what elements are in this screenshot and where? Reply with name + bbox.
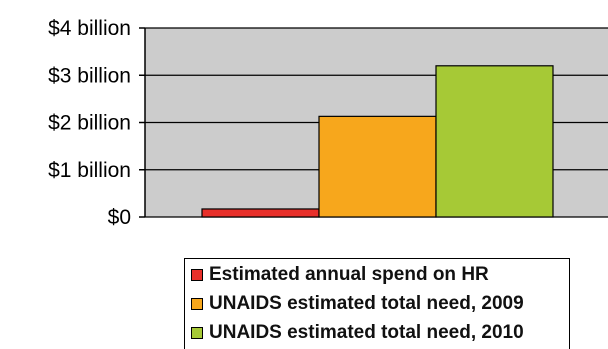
bar-chart: $0 $1 billion $2 billion $3 billion $4 billi… (48, 17, 608, 229)
y-tick-label: $2 billion (48, 112, 131, 135)
legend-item-hr-spend: Estimated annual spend on HR (191, 262, 489, 288)
legend-item-need-2010: UNAIDS estimated total need, 2010 (191, 320, 524, 346)
y-tick-label: $3 billion (48, 64, 131, 87)
y-tick-label: $1 billion (48, 159, 131, 182)
bar (435, 65, 554, 218)
legend-label-need-2009: UNAIDS estimated total need, 2009 (209, 293, 524, 314)
legend-swatch-hr-spend (191, 269, 203, 281)
bar (201, 208, 320, 218)
bar (318, 115, 437, 218)
legend-swatch-need-2010 (191, 327, 203, 339)
legend-swatch-need-2009 (191, 298, 203, 310)
legend-label-hr-spend: Estimated annual spend on HR (209, 264, 489, 285)
legend: Estimated annual spend on HR UNAIDS esti… (184, 258, 570, 349)
y-tick-label: $0 (108, 206, 131, 229)
legend-item-need-2009: UNAIDS estimated total need, 2009 (191, 291, 524, 317)
legend-label-need-2010: UNAIDS estimated total need, 2010 (209, 322, 524, 343)
y-tick-label: $4 billion (48, 17, 131, 40)
